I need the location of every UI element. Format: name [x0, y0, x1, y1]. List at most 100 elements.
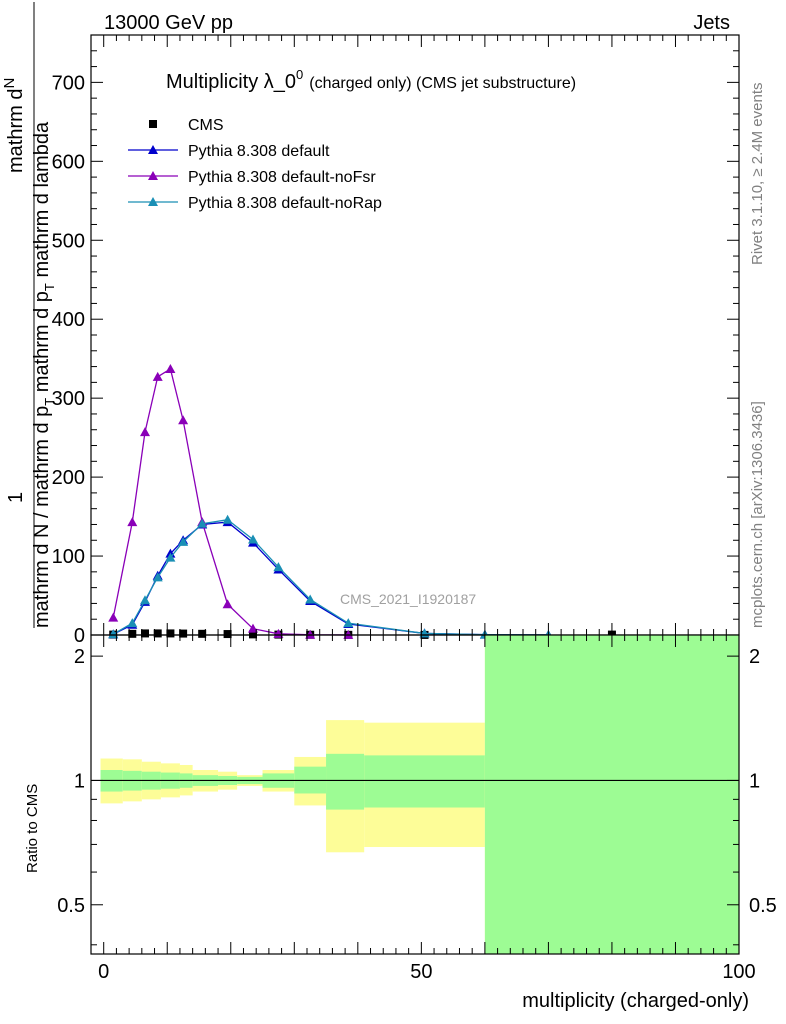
data-point	[108, 629, 119, 639]
data-point	[140, 427, 150, 437]
data-point	[140, 595, 150, 605]
main-y-tick-label: 0	[74, 625, 85, 647]
main-y-tick-label: 500	[52, 230, 85, 252]
ratio-y-tick-label-right: 2	[749, 646, 760, 668]
main-y-axis: 0 100 200 300 400 500 600 700	[52, 35, 740, 647]
main-y-tick-label: 700	[52, 72, 85, 94]
ratio-bands	[100, 635, 739, 954]
ratio-y-axis: 0.5 0.5 1 1 2 2	[57, 646, 777, 946]
main-y-tick-label: 100	[52, 546, 85, 568]
header-process-label: Jets	[693, 12, 730, 34]
data-point	[127, 618, 138, 628]
data-point	[152, 371, 163, 381]
x-axis-label: multiplicity (charged-only)	[522, 990, 749, 1012]
ratio-panel: 0.5 0.5 1 1 2 2 0 50 100 Ratio to CMS multiplic…	[24, 634, 777, 1012]
y-label-numerator: 1	[5, 492, 27, 503]
main-panel: 0 100 200 300 400 500 600 700 CMS_2021_I1920187…	[1, 2, 740, 647]
y-label-fraction-top-n: N	[1, 78, 18, 89]
series-line	[112, 367, 349, 636]
legend: CMS Pythia 8.308 default Pythia 8.308 defa…	[128, 117, 382, 212]
y-label-sub-2: T	[42, 283, 57, 291]
stat-uncertainty-band	[484, 635, 739, 954]
data-point	[273, 562, 284, 572]
header-energy-label: 13000 GeV pp	[104, 12, 233, 34]
x-axis: 0 50 100	[98, 635, 756, 983]
data-point	[249, 630, 257, 639]
main-y-axis-label: 1 mathrm d N / mathrm d pT mathrm d pT m…	[1, 2, 57, 628]
legend-item: Pythia 8.308 default	[128, 143, 330, 160]
data-point	[141, 629, 149, 638]
ratio-y-tick-label: 2	[74, 646, 85, 668]
chart-title-suffix: (charged only) (CMS jet substructure)	[309, 75, 576, 92]
legend-label: Pythia 8.308 default-noFsr	[188, 169, 376, 186]
ratio-y-tick-label-right: 0.5	[749, 895, 777, 917]
chart-title: Multiplicity λ_00 (charged only) (CMS jet…	[166, 67, 576, 93]
chart-title-main: Multiplicity λ_0	[166, 71, 296, 93]
y-label-part-3: mathrm d lambda	[31, 121, 53, 283]
legend-marker	[148, 145, 158, 154]
ratio-plot-frame	[90, 634, 740, 955]
data-point	[165, 552, 176, 562]
legend-marker	[148, 197, 158, 206]
main-y-tick-label: 400	[52, 309, 85, 331]
data-point	[198, 629, 207, 638]
ratio-y-tick-label: 1	[74, 770, 85, 792]
ratio-y-tick-label-right: 1	[749, 770, 760, 792]
main-y-tick-label: 200	[52, 467, 85, 489]
data-point	[305, 629, 316, 639]
data-point	[222, 599, 233, 609]
series-3	[108, 514, 554, 639]
data-point	[128, 629, 137, 638]
ratio-band-bin	[364, 722, 485, 848]
y-label-sub-1: T	[42, 398, 57, 406]
data-point	[127, 517, 138, 527]
mcplots-reference-label: mcplots.cern.ch [arXiv:1306.3436]	[749, 401, 766, 628]
y-label-part-1: mathrm d N / mathrm d p	[31, 406, 53, 628]
data-point	[343, 618, 354, 628]
chart-watermark: CMS_2021_I1920187	[340, 591, 476, 607]
legend-marker	[148, 171, 158, 180]
chart-title-superscript: 0	[296, 67, 303, 82]
x-tick-label: 0	[98, 961, 109, 983]
main-y-tick-label: 600	[52, 151, 85, 173]
ratio-y-tick-label: 0.5	[57, 895, 85, 917]
ratio-band-bin	[484, 635, 739, 954]
data-point	[178, 536, 189, 546]
legend-label: Pythia 8.308 default-noRap	[188, 195, 382, 212]
data-point	[166, 629, 175, 638]
series-line	[112, 521, 549, 636]
legend-item: CMS	[149, 117, 224, 134]
data-point	[179, 629, 188, 638]
data-point	[108, 612, 119, 622]
data-point	[248, 534, 258, 544]
data-point	[165, 363, 176, 373]
stat-uncertainty-band	[364, 755, 485, 808]
y-label-part-2: mathrm d p	[31, 291, 53, 398]
ratio-band-bin	[326, 720, 365, 853]
series-line	[112, 519, 549, 636]
data-point	[223, 630, 232, 639]
legend-label: CMS	[188, 117, 224, 134]
main-plot-marks	[108, 363, 616, 639]
data-point	[178, 415, 189, 425]
ratio-y-axis-label: Ratio to CMS	[24, 784, 41, 873]
legend-item: Pythia 8.308 default-noFsr	[128, 169, 376, 186]
legend-marker	[149, 120, 157, 128]
legend-label: Pythia 8.308 default	[188, 143, 330, 160]
series-1	[108, 517, 554, 639]
data-point	[152, 572, 163, 582]
ratio-band-bin	[294, 756, 327, 806]
stat-uncertainty-band	[326, 753, 365, 810]
data-point	[305, 594, 316, 604]
y-label-fraction-top: mathrm dN	[1, 78, 27, 173]
y-label-denominator: mathrm d N / mathrm d pT mathrm d pT mat…	[31, 121, 57, 628]
rivet-version-label: Rivet 3.1.10, ≥ 2.4M events	[749, 83, 766, 266]
data-point	[248, 623, 258, 633]
data-point	[222, 514, 233, 524]
y-label-fraction-top-d: mathrm d	[5, 89, 27, 173]
x-tick-label: 100	[722, 961, 755, 983]
data-point	[197, 518, 208, 528]
x-tick-label: 50	[410, 961, 432, 983]
data-point	[153, 629, 162, 638]
